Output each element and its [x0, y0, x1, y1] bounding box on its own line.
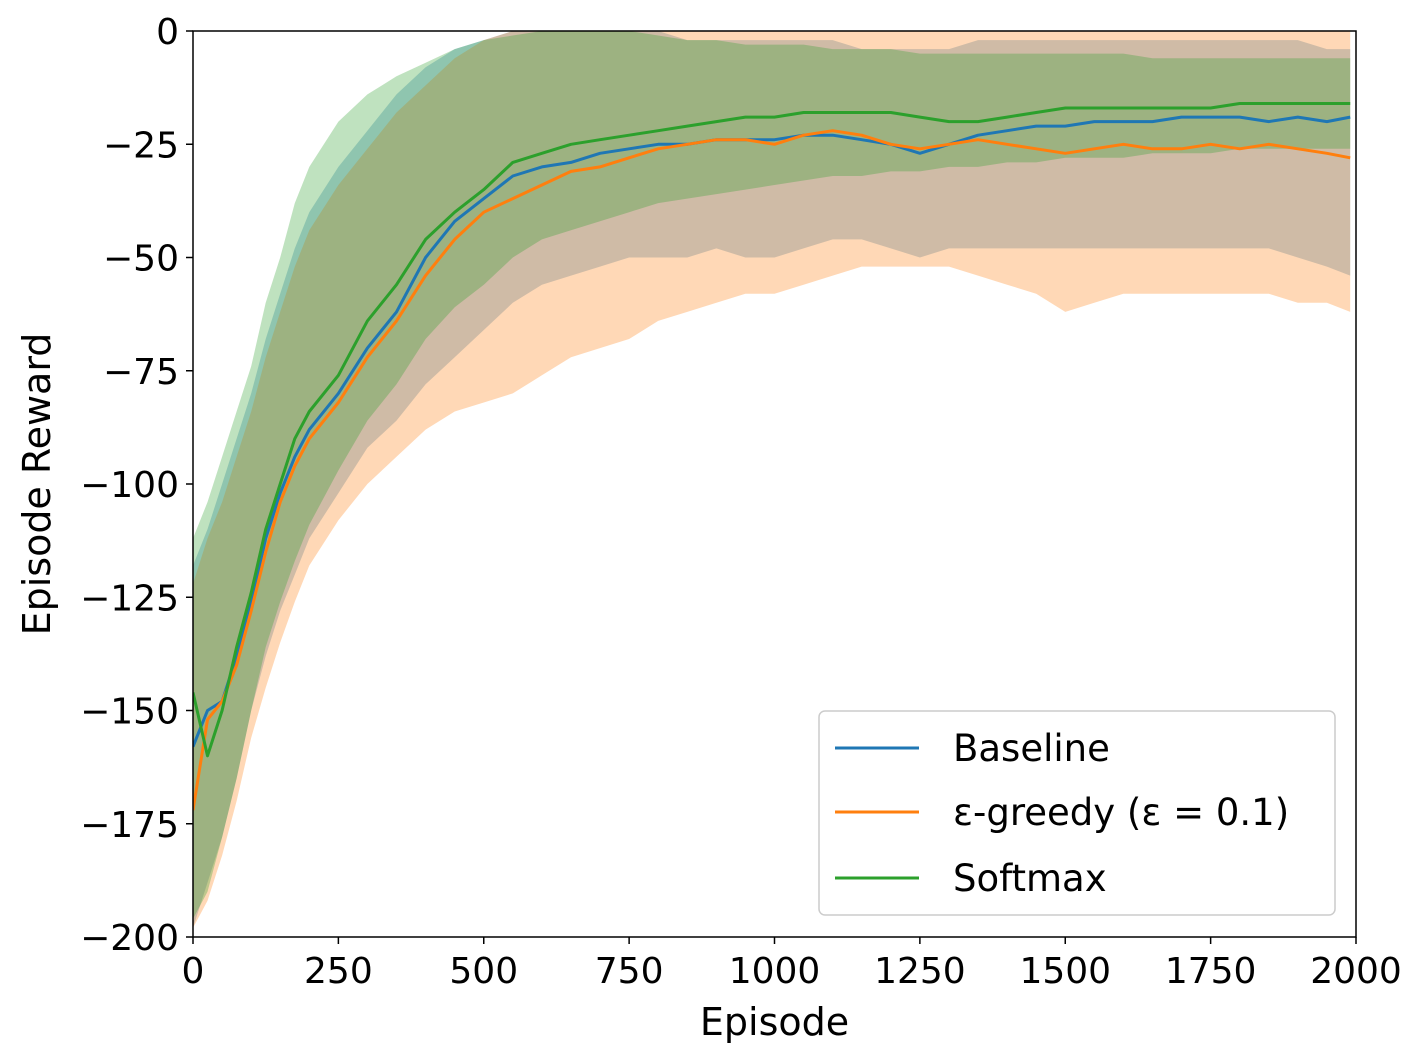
- legend-label-softmax: Softmax: [953, 857, 1107, 900]
- x-tick-label: 2000: [1310, 951, 1402, 992]
- line-epsilon-greedy: [193, 129, 1351, 811]
- y-tick-label: −100: [80, 465, 179, 506]
- line-softmax: [193, 102, 1351, 758]
- x-tick-label: 0: [182, 951, 205, 992]
- x-axis-label: Episode: [700, 1000, 849, 1044]
- legend-label-baseline: Baseline: [953, 727, 1110, 770]
- legend-box: [818, 710, 1336, 916]
- y-tick-label: −150: [80, 692, 179, 733]
- x-tick-label: 1500: [1019, 951, 1111, 992]
- y-tick-label: −200: [80, 918, 179, 959]
- y-tick-label: −175: [80, 805, 179, 846]
- y-axis-label: Episode Reward: [15, 333, 59, 636]
- series-lines: [193, 102, 1351, 811]
- y-tick-label: −125: [80, 578, 179, 619]
- band-softmax: [193, 31, 1351, 919]
- legend-label-epsilon-greedy: ε-greedy (ε = 0.1): [953, 791, 1289, 834]
- x-tick-label: 1750: [1165, 951, 1257, 992]
- x-tick-label: 1000: [729, 951, 821, 992]
- x-tick-label: 500: [449, 951, 518, 992]
- y-tick-label: −50: [103, 239, 179, 280]
- x-tick-label: 250: [304, 951, 373, 992]
- y-tick-label: 0: [156, 12, 179, 53]
- band-baseline: [193, 31, 1351, 928]
- y-tick-label: −75: [103, 352, 179, 393]
- y-tick-label: −25: [103, 125, 179, 166]
- y-axis-ticks: 0 −25 −50 −75 −100 −125 −150 −175 −200: [80, 12, 193, 959]
- x-tick-label: 1250: [874, 951, 966, 992]
- legend: Baseline ε-greedy (ε = 0.1) Softmax: [818, 710, 1336, 916]
- x-tick-label: 750: [595, 951, 664, 992]
- band-epsilon-greedy: [193, 31, 1351, 928]
- x-axis-ticks: 0 250 500 750 1000 1250 1500 1750 2000: [182, 937, 1402, 992]
- confidence-bands: [193, 31, 1351, 928]
